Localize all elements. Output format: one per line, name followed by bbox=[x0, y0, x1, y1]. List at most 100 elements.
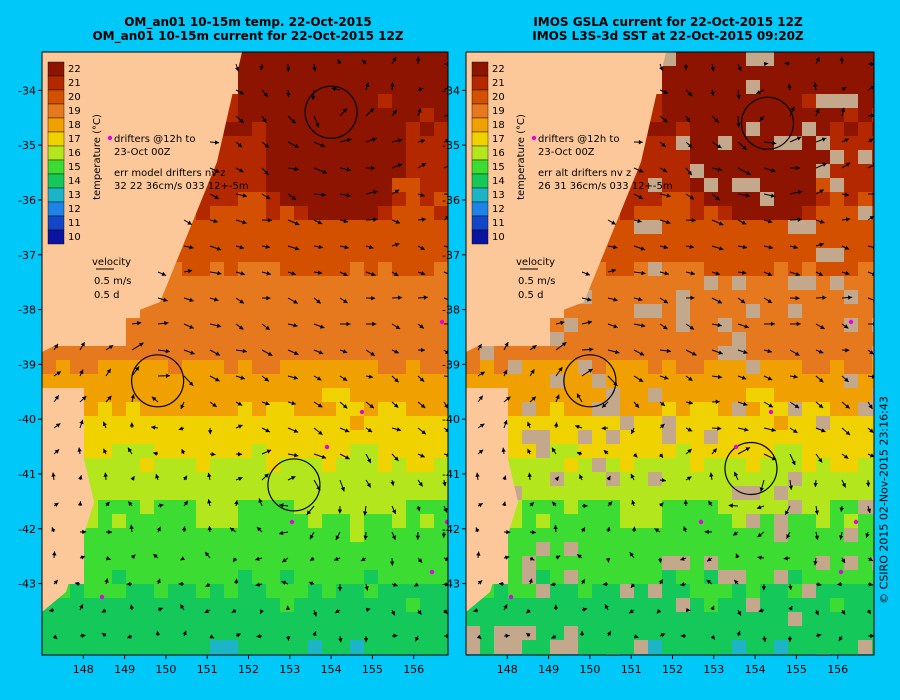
sst-cell bbox=[420, 360, 435, 375]
sst-cell bbox=[508, 444, 523, 459]
current-arrowhead bbox=[285, 636, 291, 641]
sst-cell bbox=[802, 66, 817, 81]
sst-cell bbox=[350, 458, 365, 473]
current-arrowhead bbox=[318, 430, 323, 435]
colorbar-tick-label: 12 bbox=[68, 204, 81, 215]
sst-cell bbox=[364, 108, 379, 123]
current-arrowhead bbox=[293, 350, 299, 355]
sst-cell bbox=[718, 318, 733, 333]
sst-cell bbox=[564, 472, 579, 487]
current-arrowhead bbox=[767, 298, 772, 303]
sst-cell bbox=[266, 570, 281, 585]
sst-cell bbox=[508, 626, 523, 641]
sst-cell bbox=[238, 374, 253, 389]
sst-cell bbox=[350, 206, 365, 221]
sst-cell bbox=[634, 584, 649, 599]
current-arrowhead bbox=[761, 586, 767, 591]
sst-cell bbox=[406, 472, 421, 487]
lon-tick-label: 156 bbox=[827, 663, 848, 676]
colorbar-tick-label: 13 bbox=[68, 190, 81, 201]
current-arrowhead bbox=[370, 165, 376, 171]
sst-cell bbox=[802, 150, 817, 165]
current-arrowhead bbox=[282, 558, 287, 563]
current-arrowhead bbox=[841, 558, 846, 564]
sst-cell bbox=[420, 374, 435, 389]
sst-cell bbox=[648, 192, 663, 207]
sst-cell bbox=[676, 94, 691, 109]
sst-cell bbox=[704, 122, 719, 137]
current-arrowhead bbox=[449, 322, 453, 326]
current-arrowhead bbox=[638, 297, 643, 302]
colorbar-tick-label: 20 bbox=[68, 92, 81, 103]
sst-cell bbox=[732, 164, 747, 179]
sst-cell bbox=[802, 234, 817, 249]
sst-cell bbox=[224, 192, 239, 207]
sst-cell bbox=[634, 486, 649, 501]
sst-cell bbox=[676, 444, 691, 459]
sst-cell bbox=[224, 122, 239, 137]
sst-cell bbox=[308, 472, 323, 487]
sst-cell bbox=[196, 598, 211, 613]
sst-cell bbox=[154, 598, 169, 613]
sst-cell bbox=[420, 122, 435, 137]
sst-cell bbox=[224, 514, 239, 529]
sst-cell bbox=[480, 612, 495, 627]
sst-cell bbox=[266, 486, 281, 501]
drifter-note-1: drifters @12h to bbox=[114, 134, 195, 145]
sst-cell bbox=[224, 444, 239, 459]
lat-tick-label: -39 bbox=[18, 358, 36, 371]
sst-cell bbox=[392, 416, 407, 431]
sst-cell bbox=[760, 66, 775, 81]
sst-cell bbox=[434, 66, 448, 81]
current-arrowhead bbox=[663, 118, 668, 123]
sst-cell bbox=[592, 304, 607, 319]
sst-cell bbox=[662, 332, 677, 347]
sst-cell bbox=[350, 556, 365, 571]
sst-cell bbox=[606, 654, 621, 655]
sst-cell bbox=[606, 640, 621, 655]
sst-cell bbox=[140, 430, 155, 445]
sst-cell bbox=[238, 192, 253, 207]
sst-cell bbox=[434, 346, 448, 361]
sst-cell bbox=[182, 332, 197, 347]
sst-cell bbox=[154, 304, 169, 319]
current-arrowhead bbox=[757, 555, 762, 560]
sst-cell bbox=[816, 514, 831, 529]
sst-cell bbox=[434, 192, 448, 207]
current-arrowhead bbox=[397, 295, 403, 300]
sst-cell bbox=[830, 598, 845, 613]
sst-cell bbox=[634, 430, 649, 445]
current-arrowhead bbox=[420, 347, 425, 353]
sst-cell bbox=[872, 262, 874, 277]
current-arrowhead bbox=[558, 367, 563, 372]
current-arrowhead bbox=[640, 323, 646, 328]
sst-cell bbox=[816, 66, 831, 81]
sst-cell bbox=[466, 612, 481, 627]
sst-cell bbox=[196, 360, 211, 375]
sst-cell bbox=[182, 304, 197, 319]
sst-cell bbox=[406, 346, 421, 361]
sst-cell bbox=[364, 556, 379, 571]
current-arrowhead bbox=[501, 501, 507, 506]
sst-cell bbox=[830, 612, 845, 627]
sst-cell bbox=[378, 514, 393, 529]
current-arrowhead bbox=[54, 395, 59, 400]
sst-cell bbox=[84, 598, 99, 613]
sst-cell bbox=[350, 318, 365, 333]
sst-cell bbox=[760, 584, 775, 599]
sst-cell bbox=[336, 248, 351, 263]
sst-cell bbox=[788, 528, 803, 543]
sst-cell bbox=[280, 80, 295, 95]
sst-cell bbox=[830, 360, 845, 375]
colorbar-tick-label: 11 bbox=[492, 218, 505, 229]
sst-cell bbox=[522, 360, 537, 375]
sst-cell bbox=[392, 206, 407, 221]
sst-cell bbox=[858, 570, 873, 585]
sst-cell bbox=[196, 276, 211, 291]
sst-cell bbox=[536, 556, 551, 571]
sst-cell bbox=[662, 122, 677, 137]
sst-cell bbox=[434, 304, 448, 319]
current-arrowhead bbox=[715, 399, 720, 405]
sst-cell bbox=[620, 528, 635, 543]
colorbar-swatch bbox=[471, 229, 489, 245]
